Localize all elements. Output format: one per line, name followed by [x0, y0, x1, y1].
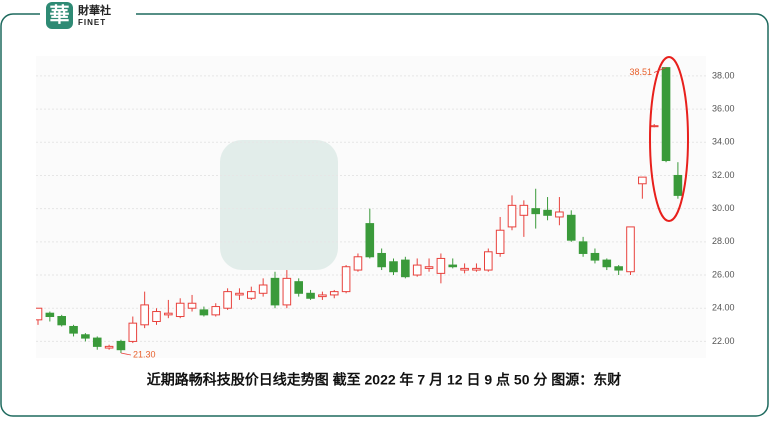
candle-body	[211, 306, 221, 316]
caption: 近期路畅科技股价日线走势图 截至 2022 年 7 月 12 日 9 点 50 …	[147, 372, 622, 388]
candle-body	[412, 264, 422, 276]
candle-body	[590, 252, 600, 261]
candle-body	[401, 259, 410, 278]
candle-body	[602, 259, 612, 268]
candle-body	[282, 277, 292, 306]
y-tick-label: 30.00	[712, 203, 735, 213]
frame	[0, 13, 769, 417]
candle-body	[638, 176, 647, 185]
candle-body	[614, 266, 623, 271]
y-tick-label: 22.00	[712, 336, 735, 346]
candle-body	[187, 302, 197, 309]
candle-body	[128, 322, 138, 342]
annotation-label: 21.30	[133, 349, 156, 359]
candle-body	[306, 292, 315, 299]
y-tick-label: 34.00	[712, 137, 735, 147]
logo-badge	[46, 2, 73, 29]
candle-body	[57, 316, 67, 326]
candle-body	[649, 125, 659, 128]
candle-body	[472, 267, 481, 271]
candle-body	[495, 229, 505, 254]
candle-body	[164, 312, 173, 316]
candle-body	[294, 281, 303, 294]
brand: 財華社	[77, 3, 111, 17]
annotation-leader	[120, 352, 132, 356]
candle-body	[377, 252, 386, 268]
candle-body	[69, 325, 78, 334]
candle-body	[116, 340, 126, 351]
candle-body	[626, 226, 635, 273]
candle-body	[140, 304, 149, 326]
y-tick-label: 32.00	[712, 170, 735, 180]
candle-body	[223, 291, 232, 309]
candle-body	[247, 291, 256, 299]
candle-body	[152, 311, 161, 322]
candle-body	[175, 302, 185, 318]
candle-body	[460, 267, 469, 271]
logo-char: 華	[50, 3, 70, 27]
candle-body	[329, 291, 339, 296]
candle-body	[258, 284, 268, 294]
candle-body	[389, 261, 398, 273]
watermark	[220, 140, 338, 270]
y-tick-label: 28.00	[712, 236, 735, 246]
candle-body	[81, 334, 90, 339]
candle-body	[45, 312, 55, 318]
candle-body	[436, 257, 446, 274]
candle-body	[484, 251, 493, 271]
candle-body	[448, 264, 458, 268]
candle-body	[578, 241, 588, 254]
candle-body	[566, 214, 576, 241]
candle-body	[673, 174, 683, 196]
candle-body	[104, 345, 114, 349]
candle-body	[199, 309, 209, 316]
candles	[36, 67, 683, 354]
y-tick-label: 38.00	[712, 70, 735, 80]
plot-area	[36, 56, 706, 358]
candle-body	[365, 223, 375, 258]
candle-body	[235, 292, 244, 296]
candle-body	[507, 204, 517, 228]
y-tick-label: 36.00	[712, 103, 735, 113]
annotation-label: 38.51	[630, 67, 653, 77]
candle-body	[341, 266, 351, 293]
highlight-ellipse	[649, 56, 689, 222]
candle-body	[92, 337, 102, 347]
candle-body	[531, 208, 541, 215]
candle-body	[270, 277, 280, 306]
candle-body	[36, 307, 43, 321]
candle-body	[424, 266, 434, 269]
candle-body	[555, 211, 564, 218]
candle-body	[661, 67, 671, 162]
candle-body	[519, 204, 529, 216]
brand-en: FINET	[78, 18, 106, 27]
y-tick-label: 24.00	[712, 303, 735, 313]
candle-body	[353, 256, 363, 271]
candle-body	[543, 209, 552, 216]
candle-body	[318, 294, 327, 298]
annotation-leader	[653, 67, 667, 73]
y-tick-label: 26.00	[712, 269, 735, 279]
